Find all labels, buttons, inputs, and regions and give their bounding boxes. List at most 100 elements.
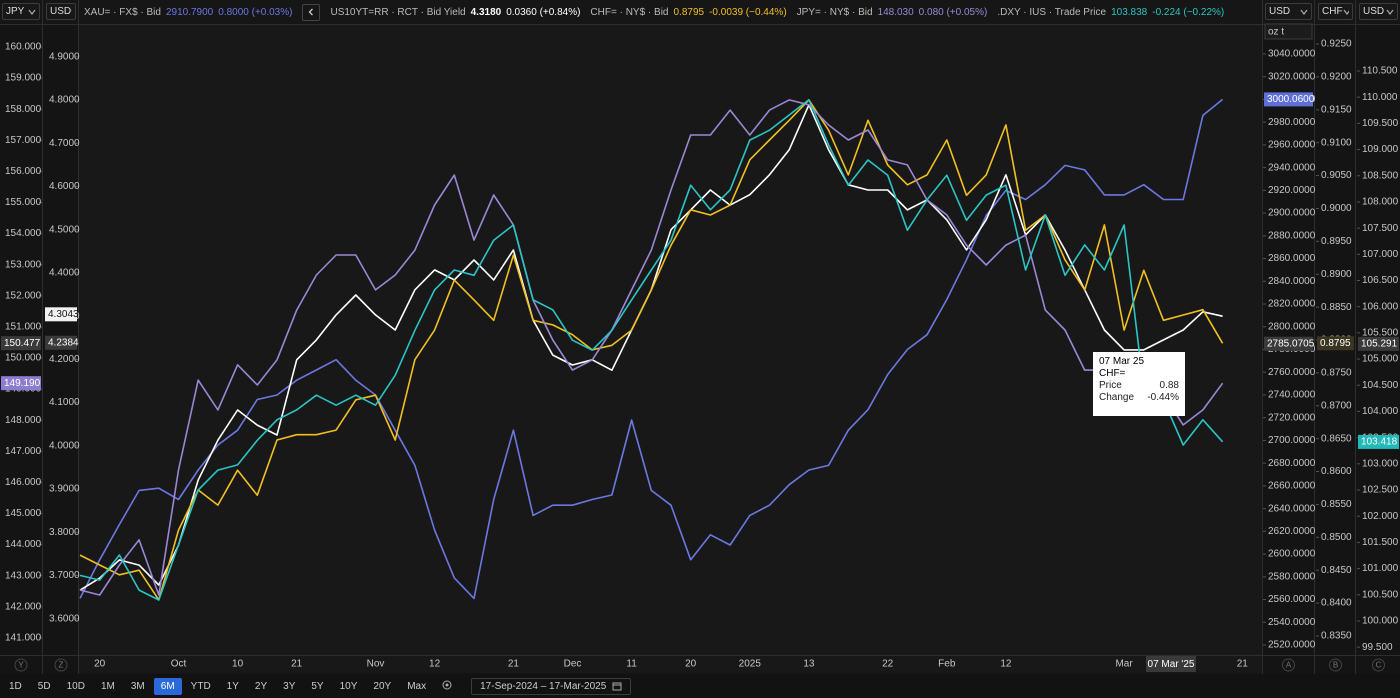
legend-name: XAU= · FX$ · Bid xyxy=(84,6,161,18)
tooltip-row: Price 0.88 xyxy=(1099,380,1179,392)
axis-badge-ring xyxy=(1282,658,1295,672)
range-button[interactable]: 3Y xyxy=(283,680,296,692)
y-tick-label: 144.000 xyxy=(5,539,42,550)
range-button[interactable]: 1Y xyxy=(226,680,239,692)
unit-label: CHF xyxy=(1322,6,1343,17)
x-tick-label: 12 xyxy=(429,659,441,670)
price-marker xyxy=(1358,434,1399,449)
range-button[interactable]: 3M xyxy=(130,680,145,692)
header-bar xyxy=(0,0,1400,24)
y-tick-label: 101.000 xyxy=(1362,563,1399,574)
x-tick-label: 22 xyxy=(882,659,894,670)
unit-dropdown[interactable]: CHF xyxy=(1318,3,1353,20)
unit-label: USD xyxy=(1269,6,1291,17)
y-tick-label: 0.8950 xyxy=(1321,236,1352,247)
price-marker-label: 0.8795 xyxy=(1320,338,1351,349)
plot-area xyxy=(79,24,1262,673)
range-button[interactable]: 20Y xyxy=(373,680,392,692)
date-range[interactable]: 17-Sep-2024 – 17-Mar-2025 xyxy=(471,677,632,695)
y-tick-label: 2940.0000 xyxy=(1268,162,1316,173)
tooltip-row: Change -0.44% xyxy=(1099,392,1179,404)
y-tick-label: 3040.0000 xyxy=(1268,49,1316,60)
y-tick-label: 3.6000 xyxy=(49,613,80,624)
y-tick-label: 142.000 xyxy=(5,601,42,612)
y-tick-label: 4.7000 xyxy=(49,138,80,149)
y-tick-label: 2800.0000 xyxy=(1268,321,1316,332)
legend-quote: 148.030 xyxy=(877,6,914,18)
y-tick-label: 4.0000 xyxy=(49,440,80,451)
legend-entry[interactable]: JPY= · NY$ · Bid 148.030 0.080 (+0.05%) xyxy=(797,7,988,18)
x-tick-label: 20 xyxy=(94,659,106,670)
x-tick-label: Dec xyxy=(564,659,582,670)
legend-entry[interactable]: US10YT=RR · RCT · Bid Yield 4.3180 0.0360 … xyxy=(330,7,580,18)
y-tick-label: 143.000 xyxy=(5,570,42,581)
range-button[interactable]: 5Y xyxy=(311,680,324,692)
x-tick-label: Mar xyxy=(1115,659,1133,670)
y-tick-label: 2600.0000 xyxy=(1268,549,1316,560)
price-marker xyxy=(1,376,41,391)
unit-dropdown[interactable]: USD xyxy=(1359,3,1398,20)
y-tick-label: 109.500 xyxy=(1362,118,1399,129)
range-button[interactable]: 1D xyxy=(9,680,22,692)
y-tick-label: 100.000 xyxy=(1362,616,1399,627)
y-tick-label: 3.9000 xyxy=(49,484,80,495)
axis-badge-ring xyxy=(54,658,68,672)
y-tick-label: 2700.0000 xyxy=(1268,435,1316,446)
range-button[interactable]: 10D xyxy=(66,680,85,692)
y-tick-label: 0.8900 xyxy=(1321,269,1352,280)
unit-dropdown[interactable]: USD xyxy=(46,3,76,20)
legend-name: JPY= · NY$ · Bid xyxy=(796,6,873,18)
series-line xyxy=(79,99,1224,596)
range-button[interactable]: 5D xyxy=(37,680,51,692)
legend-entry[interactable]: XAU= · FX$ · Bid 2910.7900 0.8000 (+0.03%) xyxy=(84,7,292,18)
range-button[interactable]: 10Y xyxy=(339,680,358,692)
price-marker xyxy=(1317,336,1354,351)
sub-unit: oz t xyxy=(1268,27,1284,38)
axis-badge: A xyxy=(1286,661,1292,670)
x-tick-label: Feb xyxy=(938,659,956,670)
axis-badge-ring xyxy=(1329,658,1342,672)
y-tick-label: 155.000 xyxy=(5,197,42,208)
y-tick-label: 99.500 xyxy=(1362,642,1393,653)
y-tick-label: 102.000 xyxy=(1362,511,1399,522)
nav-button[interactable] xyxy=(302,3,321,21)
range-button[interactable]: 1M xyxy=(100,680,115,692)
unit-label: USD xyxy=(50,6,72,17)
settings-button[interactable] xyxy=(435,677,459,696)
unit-dropdown[interactable]: JPY xyxy=(2,3,40,20)
legend-entry[interactable]: CHF= · NY$ · Bid 0.8795 -0.0039 (−0.44%) xyxy=(590,7,786,18)
legend-entry[interactable]: .DXY · IUS · Trade Price 103.838 -0.224 (−… xyxy=(997,7,1224,18)
series-line xyxy=(79,98,1224,600)
y-tick-label: 2960.0000 xyxy=(1268,140,1316,151)
y-tick-label: 2580.0000 xyxy=(1268,571,1316,582)
y-tick-label: 0.8450 xyxy=(1321,565,1352,576)
range-button[interactable]: 2Y xyxy=(254,680,268,692)
axis-badge: Y xyxy=(18,661,24,670)
y-tick-label: 2820.0000 xyxy=(1268,299,1316,310)
range-button[interactable]: 6M xyxy=(153,677,182,695)
range-button[interactable]: YTD xyxy=(190,680,211,692)
y-tick-label: 2540.0000 xyxy=(1268,617,1316,628)
x-tick-label: 21 xyxy=(508,659,520,670)
legend-quote: 0.8795 xyxy=(673,6,705,18)
price-marker-label: 103.418 xyxy=(1361,437,1398,448)
legend-quote: 2910.7900 xyxy=(165,6,214,18)
y-tick-label: 4.8000 xyxy=(49,95,80,106)
unit-dropdown[interactable]: USD xyxy=(1265,3,1312,20)
price-marker-label: 3000.0600 xyxy=(1267,94,1315,105)
dropdown-arrow xyxy=(1300,9,1308,15)
price-marker-label: 4.3043 xyxy=(48,309,79,320)
y-tick-label: 160.000 xyxy=(5,42,42,53)
legend: XAU= · FX$ · Bid 2910.7900 0.8000 (+0.03%)… xyxy=(84,0,1224,24)
range-button[interactable]: Max xyxy=(407,680,427,692)
y-tick-label: 153.000 xyxy=(5,259,42,270)
y-tick-label: 3.7000 xyxy=(49,570,80,581)
y-tick-label: 109.000 xyxy=(1362,144,1399,155)
y-tick-label: 104.000 xyxy=(1362,406,1399,417)
y-tick-label: 3020.0000 xyxy=(1268,71,1316,82)
price-marker-label: 4.2384 xyxy=(48,337,79,348)
legend-change: -0.224 (−0.22%) xyxy=(1152,6,1225,18)
price-marker xyxy=(1264,336,1313,351)
x-tick-label: 12 xyxy=(1000,659,1012,670)
